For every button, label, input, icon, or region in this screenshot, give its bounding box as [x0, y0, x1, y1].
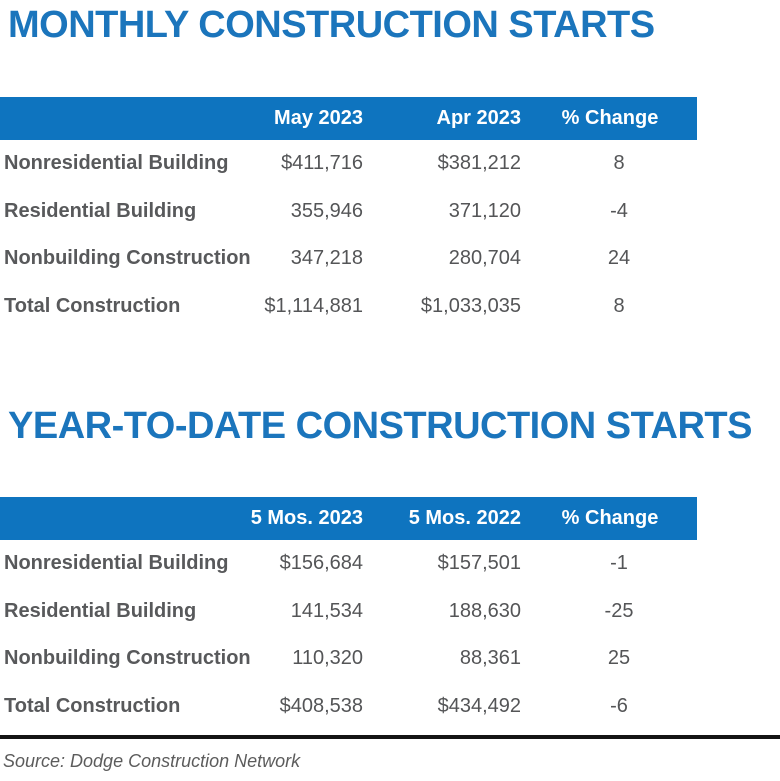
column-header-pct-change: % Change — [561, 107, 659, 129]
value-may: $411,716 — [281, 152, 363, 175]
value-2023: $156,684 — [279, 552, 363, 575]
row-label: Residential Building — [4, 199, 197, 222]
row-label: Nonresidential Building — [4, 152, 229, 175]
monthly-table-header: May 2023 Apr 2023 % Change — [0, 97, 697, 140]
ytd-table-rows: Nonresidential Building $156,684 $157,50… — [0, 540, 697, 730]
column-header-may-2023: May 2023 — [274, 107, 363, 129]
value-pct-change: -1 — [610, 552, 628, 575]
value-pct-change: 8 — [613, 295, 625, 318]
row-label: Nonbuilding Construction — [4, 247, 251, 270]
value-may: 355,946 — [290, 199, 363, 222]
footer-divider-rule — [0, 735, 780, 739]
value-may: $1,114,881 — [264, 295, 363, 318]
value-pct-change: 25 — [607, 647, 631, 670]
column-header-5mos-2022: 5 Mos. 2022 — [408, 507, 521, 529]
row-label: Total Construction — [4, 695, 181, 718]
value-2023: 141,534 — [290, 599, 363, 622]
table-row: Nonresidential Building $156,684 $157,50… — [0, 540, 697, 588]
row-label: Nonresidential Building — [4, 552, 229, 575]
row-label: Nonbuilding Construction — [4, 647, 251, 670]
value-pct-change: -25 — [604, 599, 634, 622]
column-header-5mos-2023: 5 Mos. 2023 — [250, 507, 363, 529]
ytd-table-header: 5 Mos. 2023 5 Mos. 2022 % Change — [0, 497, 697, 540]
table-row: Residential Building 141,534 188,630 -25 — [0, 588, 697, 636]
value-pct-change: -4 — [610, 199, 628, 222]
row-label: Total Construction — [4, 295, 181, 318]
monthly-starts-title: MONTHLY CONSTRUCTION STARTS — [8, 4, 655, 46]
value-apr: 371,120 — [448, 199, 521, 222]
row-label: Residential Building — [4, 599, 197, 622]
value-pct-change: 24 — [607, 247, 631, 270]
table-row: Total Construction $408,538 $434,492 -6 — [0, 683, 697, 731]
value-apr: $1,033,035 — [420, 295, 521, 318]
value-pct-change: -6 — [610, 695, 628, 718]
value-pct-change: 8 — [613, 152, 625, 175]
ytd-starts-title: YEAR-TO-DATE CONSTRUCTION STARTS — [8, 405, 752, 447]
value-2022: 188,630 — [448, 599, 521, 622]
value-2023: 110,320 — [292, 647, 363, 670]
monthly-table-rows: Nonresidential Building $411,716 $381,21… — [0, 140, 697, 330]
table-row: Total Construction $1,114,881 $1,033,035… — [0, 283, 697, 331]
column-header-pct-change: % Change — [561, 507, 659, 529]
source-attribution: Source: Dodge Construction Network — [3, 751, 301, 771]
table-row: Nonbuilding Construction 110,320 88,361 … — [0, 635, 697, 683]
table-row: Nonbuilding Construction 347,218 280,704… — [0, 235, 697, 283]
monthly-starts-table: May 2023 Apr 2023 % Change Nonresidentia… — [0, 97, 697, 330]
value-2022: 88,361 — [459, 647, 521, 670]
table-row: Residential Building 355,946 371,120 -4 — [0, 188, 697, 236]
value-apr: $381,212 — [437, 152, 521, 175]
value-may: 347,218 — [290, 247, 363, 270]
table-row: Nonresidential Building $411,716 $381,21… — [0, 140, 697, 188]
value-2022: $157,501 — [437, 552, 521, 575]
column-header-apr-2023: Apr 2023 — [436, 107, 522, 129]
value-2023: $408,538 — [279, 695, 363, 718]
value-apr: 280,704 — [448, 247, 521, 270]
value-2022: $434,492 — [437, 695, 521, 718]
ytd-starts-table: 5 Mos. 2023 5 Mos. 2022 % Change Nonresi… — [0, 497, 697, 730]
